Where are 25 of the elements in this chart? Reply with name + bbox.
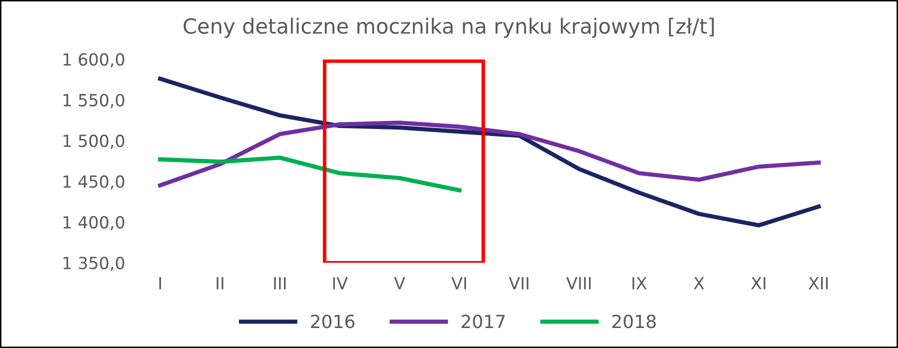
y-tick-label: 1 600,0 xyxy=(64,53,124,68)
legend-label: 2018 xyxy=(612,314,656,328)
x-tick-label: III xyxy=(274,277,286,290)
line-series xyxy=(158,120,821,188)
x-tick-label: IV xyxy=(333,277,348,290)
y-tick-label: 1 550,0 xyxy=(64,94,124,108)
x-tick-label: X xyxy=(694,277,704,290)
y-tick-label: 1 350,0 xyxy=(64,256,124,272)
x-tick-label: XII xyxy=(808,277,828,290)
legend-label: 2017 xyxy=(462,314,505,328)
line-series xyxy=(158,76,821,228)
x-tick-label: V xyxy=(394,277,406,290)
x-tick-label: I xyxy=(159,277,161,290)
x-tick-label: VIII xyxy=(566,277,591,290)
x-tick-label: XI xyxy=(751,277,766,290)
legend-label: 2016 xyxy=(310,314,354,328)
x-tick-label: IX xyxy=(632,277,647,290)
y-tick-label: 1 450,0 xyxy=(64,175,124,190)
x-tick-label: VII xyxy=(508,277,528,290)
x-tick-label: II xyxy=(216,277,224,290)
line-series xyxy=(158,156,462,192)
chart-title: Ceny detaliczne mocznika na rynku krajowym [zł/t] xyxy=(184,18,714,38)
y-tick-label: 1 500,0 xyxy=(64,134,124,149)
y-tick-label: 1 400,0 xyxy=(64,216,124,230)
x-tick-label: VI xyxy=(451,277,466,290)
